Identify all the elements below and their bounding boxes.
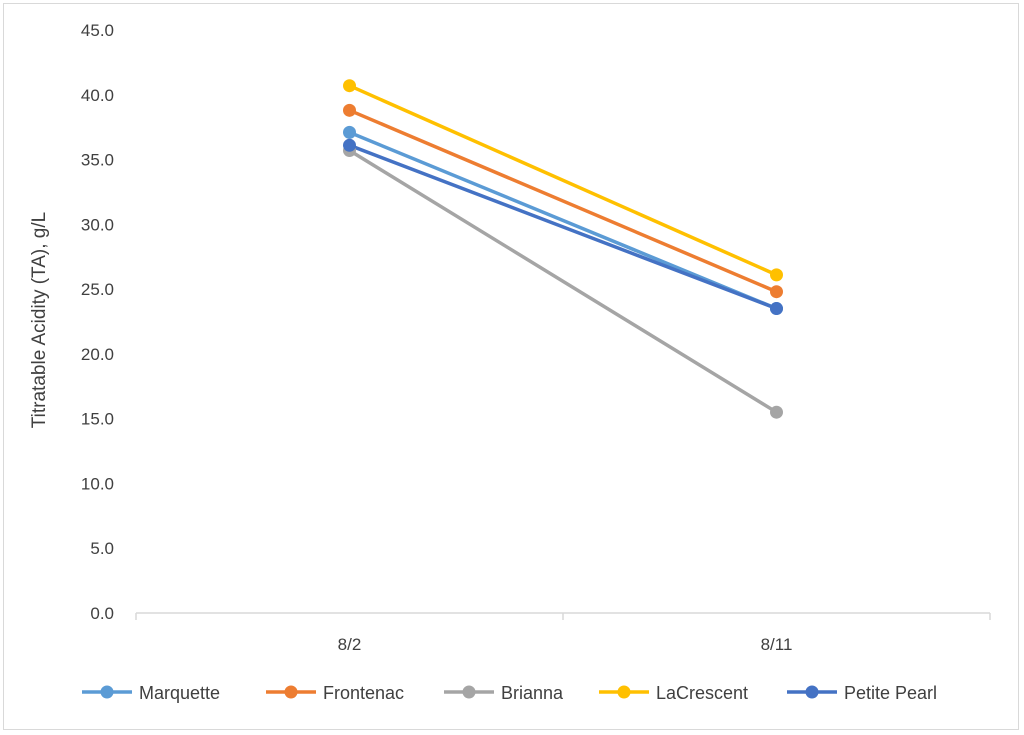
y-tick-label: 5.0 bbox=[90, 539, 114, 558]
series-points bbox=[343, 79, 783, 419]
x-tick-label: 8/2 bbox=[338, 635, 362, 654]
legend-label: Petite Pearl bbox=[844, 683, 937, 703]
series-line bbox=[347, 143, 779, 311]
legend-marker bbox=[100, 685, 114, 699]
y-tick-label: 25.0 bbox=[81, 280, 114, 299]
x-tick-label: 8/11 bbox=[761, 635, 793, 654]
series-lines bbox=[347, 83, 779, 414]
legend-label: Marquette bbox=[139, 683, 220, 703]
y-tick-label: 30.0 bbox=[81, 215, 114, 234]
legend-item: Petite Pearl bbox=[787, 683, 937, 703]
legend-label: LaCrescent bbox=[656, 683, 748, 703]
x-axis: 8/2 8/11 bbox=[135, 612, 991, 654]
series-line bbox=[347, 108, 779, 294]
data-point bbox=[770, 268, 783, 282]
legend-item: Brianna bbox=[444, 683, 564, 703]
data-point bbox=[343, 103, 356, 117]
data-point bbox=[343, 125, 356, 139]
legend-label: Brianna bbox=[501, 683, 564, 703]
y-tick-label: 10.0 bbox=[81, 474, 114, 493]
y-tick-label: 45.0 bbox=[81, 21, 114, 40]
data-point bbox=[770, 405, 783, 419]
y-tick-label: 0.0 bbox=[90, 604, 114, 623]
data-point bbox=[770, 302, 783, 316]
data-point bbox=[770, 285, 783, 299]
chart-frame bbox=[3, 3, 1019, 730]
y-axis-title: Titratable Acidity (TA), g/L bbox=[29, 212, 50, 428]
legend-item: LaCrescent bbox=[599, 683, 748, 703]
legend-marker bbox=[462, 685, 476, 699]
legend-item: Marquette bbox=[82, 683, 220, 703]
legend: Marquette Frontenac Brianna LaCrescent Petit… bbox=[82, 683, 937, 703]
legend-marker bbox=[617, 685, 631, 699]
y-tick-label: 40.0 bbox=[81, 86, 114, 105]
y-tick-label: 35.0 bbox=[81, 151, 114, 170]
series-line bbox=[347, 130, 779, 311]
data-point bbox=[343, 79, 356, 93]
legend-marker bbox=[805, 685, 819, 699]
series-line bbox=[347, 83, 779, 277]
series-line bbox=[347, 148, 779, 414]
y-tick-label: 15.0 bbox=[81, 410, 114, 429]
y-axis-ticks: 0.0 5.0 10.0 15.0 20.0 25.0 30.0 35.0 40.0 45.0 bbox=[81, 21, 114, 623]
data-point bbox=[343, 138, 356, 152]
y-tick-label: 20.0 bbox=[81, 345, 114, 364]
legend-label: Frontenac bbox=[323, 683, 404, 703]
legend-item: Frontenac bbox=[266, 683, 404, 703]
legend-marker bbox=[284, 685, 298, 699]
